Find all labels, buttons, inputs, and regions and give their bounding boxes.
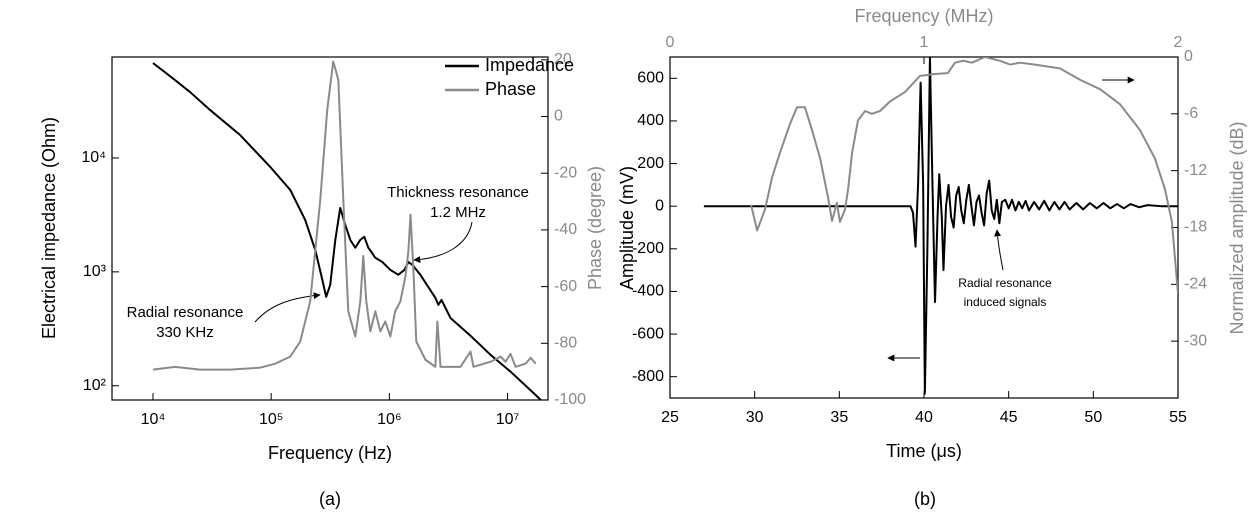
y2-tick-label: 0 bbox=[1184, 48, 1193, 65]
y2-tick-label: -6 bbox=[1184, 105, 1198, 122]
y2-tick-label: 0 bbox=[554, 108, 563, 125]
series-line bbox=[750, 57, 1178, 294]
annotation: Thickness resonance bbox=[387, 184, 529, 201]
x-axis-label: Time (μs) bbox=[886, 441, 962, 461]
y-tick-label: -800 bbox=[632, 368, 664, 385]
y-tick-label: -400 bbox=[632, 283, 664, 300]
y-tick-label: 10² bbox=[83, 377, 107, 394]
y-tick-label: 0 bbox=[655, 197, 664, 214]
y2-axis-label: Phase (degree) bbox=[585, 166, 605, 290]
legend-label: Impedance bbox=[485, 55, 574, 75]
series-line bbox=[152, 62, 542, 400]
x-tick-label: 40 bbox=[915, 409, 933, 426]
x2-tick-label: 0 bbox=[666, 34, 675, 51]
x-tick-label: 50 bbox=[1084, 409, 1102, 426]
x-tick-label: 10⁵ bbox=[259, 411, 283, 428]
y2-tick-label: -40 bbox=[554, 221, 577, 238]
x-axis-label: Frequency (Hz) bbox=[268, 443, 392, 463]
x-tick-label: 45 bbox=[1000, 409, 1018, 426]
annotation: induced signals bbox=[964, 295, 1047, 309]
plot-frame bbox=[111, 56, 549, 401]
y-axis-label: Electrical impedance (Ohm) bbox=[39, 117, 59, 339]
y2-tick-label: -18 bbox=[1184, 219, 1207, 236]
caption: (b) bbox=[914, 489, 936, 509]
y2-tick-label: -60 bbox=[554, 278, 577, 295]
y2-tick-label: -80 bbox=[554, 335, 577, 352]
y-tick-label: 10³ bbox=[83, 263, 107, 280]
y-tick-label: 400 bbox=[637, 112, 664, 129]
legend-label: Phase bbox=[485, 79, 536, 99]
y2-tick-label: 20 bbox=[554, 51, 572, 68]
y2-axis-label: Normalized amplitude (dB) bbox=[1227, 121, 1247, 334]
annotation-arrow bbox=[413, 221, 473, 264]
annotation: Radial resonance bbox=[958, 276, 1052, 290]
y-tick-label: 200 bbox=[637, 155, 664, 172]
annotation-arrow bbox=[994, 229, 1004, 271]
series-line bbox=[703, 57, 1178, 395]
x-tick-label: 35 bbox=[830, 409, 848, 426]
y-axis-label: Amplitude (mV) bbox=[617, 166, 637, 290]
x-tick-label: 10⁶ bbox=[377, 411, 401, 428]
x-tick-label: 10⁴ bbox=[141, 411, 166, 428]
x2-tick-label: 2 bbox=[1174, 34, 1183, 51]
x-tick-label: 55 bbox=[1169, 409, 1187, 426]
x-tick-label: 10⁷ bbox=[496, 411, 520, 428]
y-tick-label: -200 bbox=[632, 240, 664, 257]
y2-tick-label: -12 bbox=[1184, 162, 1207, 179]
annotation: 330 KHz bbox=[156, 324, 214, 341]
caption: (a) bbox=[319, 489, 341, 509]
annotation-arrow bbox=[254, 292, 321, 323]
y2-tick-label: -30 bbox=[1184, 332, 1207, 349]
y2-tick-label: -100 bbox=[554, 391, 586, 408]
x2-axis-label: Frequency (MHz) bbox=[854, 6, 993, 26]
x2-tick-label: 1 bbox=[920, 34, 929, 51]
y-tick-label: 600 bbox=[637, 70, 664, 87]
y-tick-label: 10⁴ bbox=[81, 149, 106, 166]
annotation: 1.2 MHz bbox=[430, 204, 486, 221]
x-tick-label: 25 bbox=[661, 409, 679, 426]
x-tick-label: 30 bbox=[746, 409, 764, 426]
y2-tick-label: -20 bbox=[554, 164, 577, 181]
annotation: Radial resonance bbox=[127, 304, 244, 321]
y2-tick-label: -24 bbox=[1184, 276, 1207, 293]
y-tick-label: -600 bbox=[632, 325, 664, 342]
series-line bbox=[152, 60, 537, 371]
